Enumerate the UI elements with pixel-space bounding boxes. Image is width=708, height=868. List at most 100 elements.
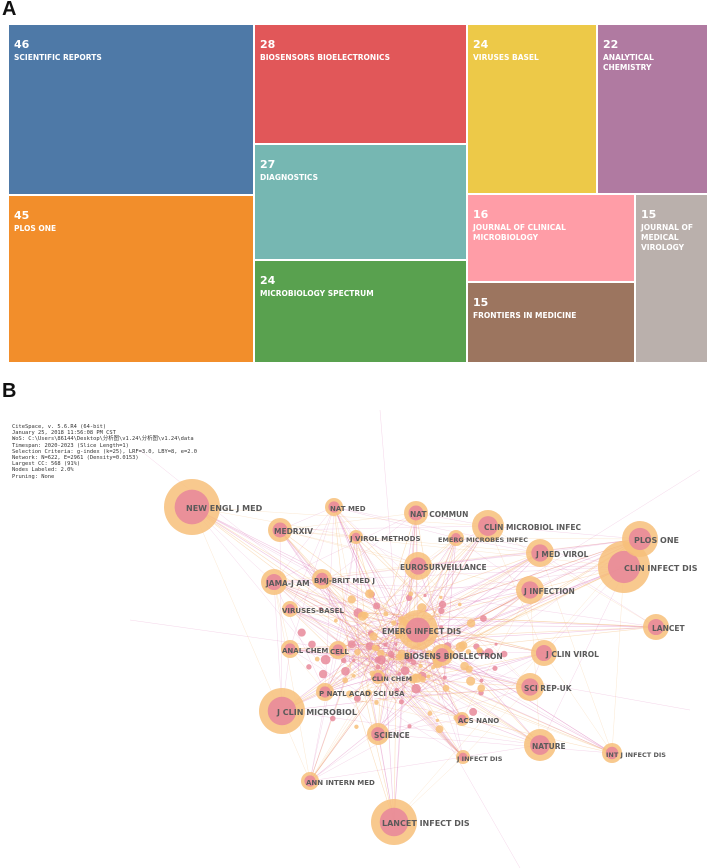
treemap-count: 15: [641, 208, 657, 221]
network-edge: [309, 686, 380, 782]
network-node-eurosurveillance: EUROSURVEILLANCE: [400, 552, 487, 580]
treemap-label: BIOSENSORS BIOELECTRONICS: [260, 53, 391, 62]
network-node-label: J CLIN MICROBIOL: [276, 708, 357, 717]
network-node-label: PLOS ONE: [634, 536, 679, 545]
network-node-int-j-infect-dis: INT J INFECT DIS: [602, 743, 666, 763]
treemap-cell-diagnostics: 27 DIAGNOSTICS: [254, 144, 467, 260]
network-minor-node: [351, 673, 356, 678]
network-node-core: [328, 501, 340, 513]
treemap-cell-scientific-reports: 46 SCIENTIFIC REPORTS: [8, 24, 254, 195]
network-edge: [309, 642, 358, 782]
journal-treemap: 46 SCIENTIFIC REPORTS 45 PLOS ONE 28 BIOSENSO…: [0, 0, 708, 370]
network-edge: [289, 648, 451, 669]
network-node-core: [284, 643, 296, 655]
network-edge: [333, 506, 531, 688]
treemap-count: 22: [603, 38, 619, 51]
network-minor-node: [394, 642, 398, 646]
network-edge: [393, 657, 541, 746]
treemap-count: 27: [260, 158, 276, 171]
citespace-info-line: Pruning: None: [12, 473, 55, 480]
network-minor-node: [405, 651, 411, 658]
network-edge: [309, 536, 357, 782]
network-node-acs-nano: ACS NANO: [455, 712, 499, 726]
network-minor-node: [391, 620, 397, 626]
network-edge: [279, 529, 416, 688]
network-edge: [279, 529, 541, 554]
network-edge: [333, 506, 445, 623]
network-edge: [358, 642, 613, 754]
network-edge: [461, 589, 531, 720]
network-minor-node: [408, 591, 414, 597]
network-edge: [281, 710, 541, 746]
network-minor-node: [469, 707, 478, 716]
network-node-label: INT J INFECT DIS: [606, 751, 666, 759]
treemap-cell-journal-of-medical-virology: 15 JOURNAL OF MEDICAL VIROLOGY: [635, 194, 708, 363]
network-edge: [279, 529, 406, 703]
network-node-label: CLIN MICROBIOL INFEC: [484, 523, 581, 532]
network-node-label: CLIN INFECT DIS: [624, 564, 698, 573]
network-node-viruses-basel: VIRUSES-BASEL: [282, 601, 344, 617]
treemap-label: PLOS ONE: [14, 224, 57, 233]
network-edge: [455, 537, 531, 591]
network-edge: [289, 608, 360, 678]
network-edge: [377, 658, 390, 735]
network-edge: [309, 679, 385, 782]
network-minor-node: [438, 607, 445, 615]
network-minor-node: [479, 678, 484, 683]
network-node-core: [285, 604, 295, 614]
network-node-jama-j-am: JAMA-J AM: [261, 569, 310, 595]
network-node-clin-chem: CLIN CHEM: [371, 670, 412, 684]
network-edge: [289, 608, 433, 677]
network-edge: [289, 512, 417, 610]
network-node-core: [435, 648, 449, 662]
network-edge: [191, 506, 311, 782]
network-minor-node: [365, 642, 374, 651]
network-node-core: [319, 686, 331, 698]
network-minor-node: [457, 602, 462, 607]
network-minor-node: [333, 618, 338, 623]
network-edge: [279, 529, 625, 568]
network-node-j-clin-microbiol: J CLIN MICROBIOL: [259, 688, 357, 734]
network-minor-node: [418, 663, 423, 669]
network-edge: [377, 654, 443, 678]
network-edge: [361, 682, 395, 823]
citespace-info-line: January 25, 2018 11:56:08 PM CST: [12, 430, 116, 437]
treemap-count: 16: [473, 208, 489, 221]
network-edge: [487, 525, 545, 654]
network-edge: [354, 537, 457, 633]
network-node-label: NEW ENGL J MED: [186, 504, 263, 513]
network-node-core: [304, 775, 316, 787]
network-minor-node: [465, 649, 472, 655]
network-minor-node: [346, 690, 354, 698]
network-edge: [363, 613, 463, 720]
network-node-lancet: LANCET: [643, 614, 685, 640]
network-edge: [348, 565, 419, 649]
network-minor-node: [361, 611, 369, 619]
network-node-j-infect-dis: J INFECT DIS: [456, 750, 503, 764]
network-edge: [364, 565, 419, 673]
network-edge: [389, 525, 489, 624]
network-edge: [370, 652, 545, 689]
network-edge: [289, 566, 625, 610]
network-minor-node: [476, 647, 483, 654]
network-edge: [324, 691, 541, 746]
network-minor-node: [494, 642, 498, 646]
network-minor-node: [374, 700, 379, 705]
network-edge: [441, 566, 625, 656]
network-minor-node: [423, 593, 427, 598]
treemap-label: VIRUSES BASEL: [473, 53, 539, 62]
network-edge: [337, 649, 463, 720]
network-edge: [413, 525, 489, 621]
network-edge: [353, 552, 541, 693]
network-node-label: LANCET: [652, 624, 685, 633]
network-edge: [279, 529, 283, 712]
treemap-cell-microbiology-spectrum: 24 MICROBIOLOGY SPECTRUM: [254, 260, 467, 363]
network-edge: [273, 506, 335, 583]
network-node-science: SCIENCE: [367, 723, 410, 745]
network-node-new-engl-j-med: NEW ENGL J MED: [164, 479, 263, 535]
treemap-label: FRONTIERS IN MEDICINE: [473, 311, 577, 320]
network-minor-node: [425, 650, 433, 658]
treemap-count: 46: [14, 38, 30, 51]
network-node-cell: CELL: [329, 641, 349, 659]
network-node-label: SCI REP-UK: [524, 684, 573, 693]
